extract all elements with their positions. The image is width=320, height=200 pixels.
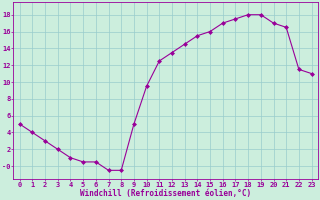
X-axis label: Windchill (Refroidissement éolien,°C): Windchill (Refroidissement éolien,°C)	[80, 189, 251, 198]
